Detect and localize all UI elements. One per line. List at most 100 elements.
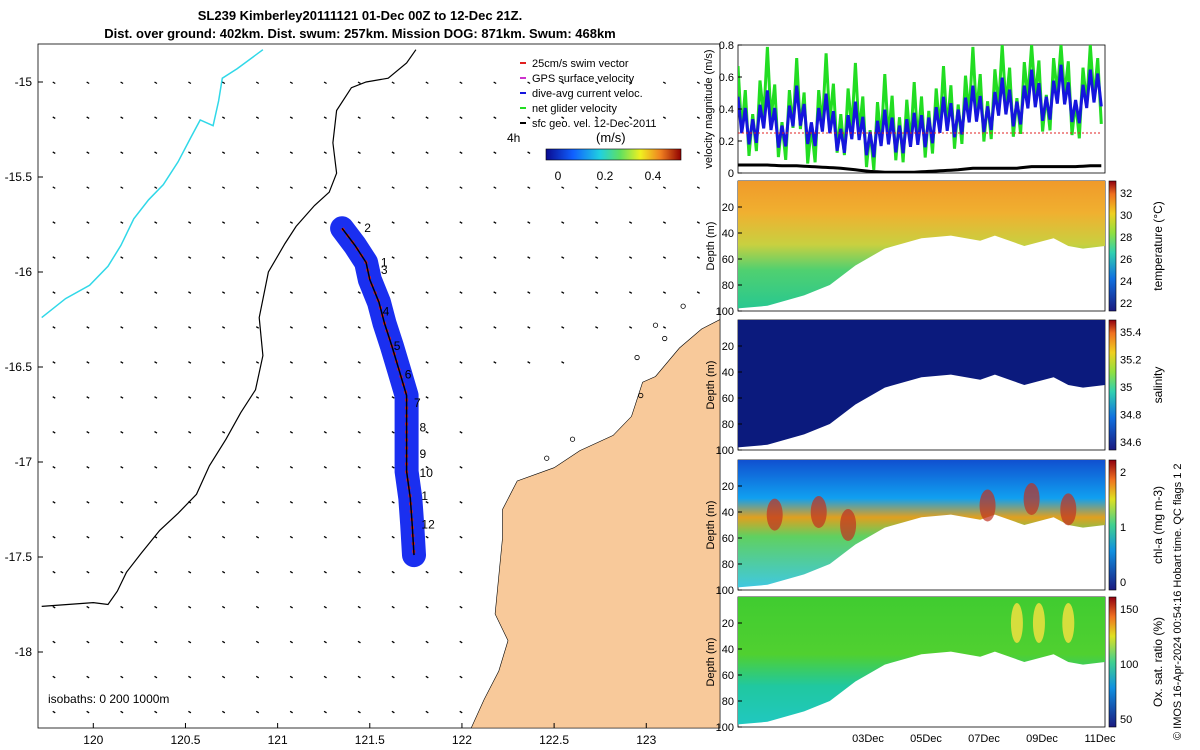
day-marker: 7	[414, 396, 421, 410]
geo-velocity-arrow	[425, 151, 429, 154]
geo-velocity-arrow	[595, 256, 599, 259]
geo-velocity-arrow	[188, 151, 192, 154]
legend-gps-velocity: GPS surface velocity	[532, 73, 635, 85]
geo-velocity-arrow	[86, 186, 90, 189]
geo-velocity-arrow	[595, 186, 599, 189]
geo-velocity-arrow	[255, 256, 260, 259]
geo-velocity-arrow	[188, 256, 192, 259]
geo-velocity-arrow	[459, 81, 463, 85]
geo-velocity-arrow	[120, 116, 124, 120]
x-tick-label: 123	[636, 733, 656, 747]
geo-velocity-arrow	[86, 361, 90, 364]
legend-swim-vector: 25cm/s swim vector	[532, 58, 629, 70]
geo-velocity-arrow	[255, 151, 260, 154]
geo-velocity-arrow	[188, 221, 192, 224]
geo-velocity-arrow	[120, 291, 124, 294]
geo-velocity-arrow	[425, 431, 429, 434]
geo-velocity-arrow	[154, 116, 158, 120]
geo-velocity-arrow	[154, 396, 158, 399]
day-marker: 5	[394, 339, 401, 353]
geo-velocity-arrow	[188, 605, 192, 609]
geo-velocity-arrow	[323, 500, 327, 504]
geo-velocity-arrow	[86, 535, 90, 539]
geo-velocity-arrow	[188, 291, 192, 294]
geo-velocity-arrow	[391, 675, 395, 679]
geo-velocity-arrow	[86, 710, 90, 714]
geo-velocity-arrow	[323, 116, 327, 120]
geo-velocity-arrow	[221, 640, 226, 644]
geo-velocity-arrow	[357, 431, 361, 434]
geo-velocity-arrow	[289, 675, 293, 679]
geo-velocity-arrow	[425, 116, 429, 120]
geo-velocity-arrow	[425, 361, 429, 364]
geo-velocity-arrow	[662, 326, 667, 329]
geo-velocity-arrow	[221, 675, 226, 679]
geo-velocity-arrow	[86, 675, 90, 679]
day-marker: 2	[364, 221, 371, 235]
time-label: 4h	[507, 131, 520, 145]
geo-velocity-arrow	[52, 710, 56, 714]
geo-velocity-arrow	[561, 256, 565, 259]
geo-velocity-arrow	[221, 605, 226, 609]
geo-velocity-arrow	[221, 291, 226, 294]
geo-velocity-arrow	[561, 221, 565, 224]
geo-velocity-arrow	[120, 605, 124, 609]
geo-velocity-arrow	[221, 500, 226, 504]
geo-velocity-arrow	[628, 326, 633, 329]
geo-velocity-arrow	[391, 500, 395, 504]
geo-velocity-arrow	[459, 291, 463, 294]
geo-velocity-arrow	[120, 431, 124, 434]
geo-velocity-arrow	[357, 81, 361, 85]
geo-velocity-arrow	[595, 291, 599, 294]
geo-velocity-arrow	[52, 151, 56, 154]
geo-velocity-arrow	[52, 570, 56, 574]
geo-velocity-arrow	[527, 81, 531, 85]
geo-velocity-arrow	[662, 116, 667, 120]
geo-velocity-arrow	[188, 116, 192, 120]
geo-velocity-arrow	[425, 326, 429, 329]
geo-velocity-arrow	[493, 291, 497, 294]
geo-velocity-arrow	[459, 466, 463, 469]
geo-velocity-arrow	[120, 710, 124, 714]
geo-velocity-arrow	[662, 81, 667, 85]
geo-velocity-arrow	[459, 500, 463, 504]
geo-velocity-arrow	[154, 326, 158, 329]
geo-velocity-arrow	[696, 151, 700, 154]
geo-velocity-arrow	[52, 675, 56, 679]
geo-velocity-arrow	[323, 605, 327, 609]
geo-velocity-arrow	[323, 466, 327, 469]
geo-velocity-arrow	[323, 675, 327, 679]
geo-velocity-arrow	[459, 675, 463, 679]
x-tick-label: 122.5	[539, 733, 569, 747]
geo-velocity-arrow	[52, 81, 56, 85]
geo-velocity-arrow	[86, 221, 90, 224]
geo-velocity-arrow	[357, 396, 361, 399]
geo-velocity-arrow	[188, 81, 192, 85]
footer-note: © IMOS 16-Apr-2024 00:54:16 Hobart time.…	[1172, 463, 1184, 740]
geo-velocity-arrow	[493, 151, 497, 154]
geo-velocity-arrow	[221, 256, 226, 259]
geo-velocity-arrow	[323, 151, 327, 154]
geo-velocity-arrow	[459, 605, 463, 609]
geo-velocity-arrow	[221, 361, 226, 364]
geo-velocity-arrow	[154, 605, 158, 609]
geo-velocity-arrow	[323, 710, 327, 714]
geo-velocity-arrow	[86, 500, 90, 504]
y-tick-label: -16.5	[5, 360, 33, 374]
y-tick-label: -15.5	[5, 170, 33, 184]
geo-velocity-arrow	[154, 466, 158, 469]
geo-velocity-arrow	[255, 710, 260, 714]
geo-velocity-arrow	[425, 605, 429, 609]
geo-velocity-arrow	[493, 256, 497, 259]
geo-velocity-arrow	[323, 361, 327, 364]
geo-velocity-arrow	[120, 256, 124, 259]
geo-velocity-arrow	[289, 710, 293, 714]
geo-velocity-arrow	[154, 640, 158, 644]
geo-velocity-arrow	[86, 570, 90, 574]
geo-velocity-arrow	[391, 186, 395, 189]
geo-velocity-arrow	[188, 186, 192, 189]
island	[634, 354, 640, 361]
geo-velocity-arrow	[357, 151, 361, 154]
geo-velocity-arrow	[357, 291, 361, 294]
geo-velocity-arrow	[425, 675, 429, 679]
